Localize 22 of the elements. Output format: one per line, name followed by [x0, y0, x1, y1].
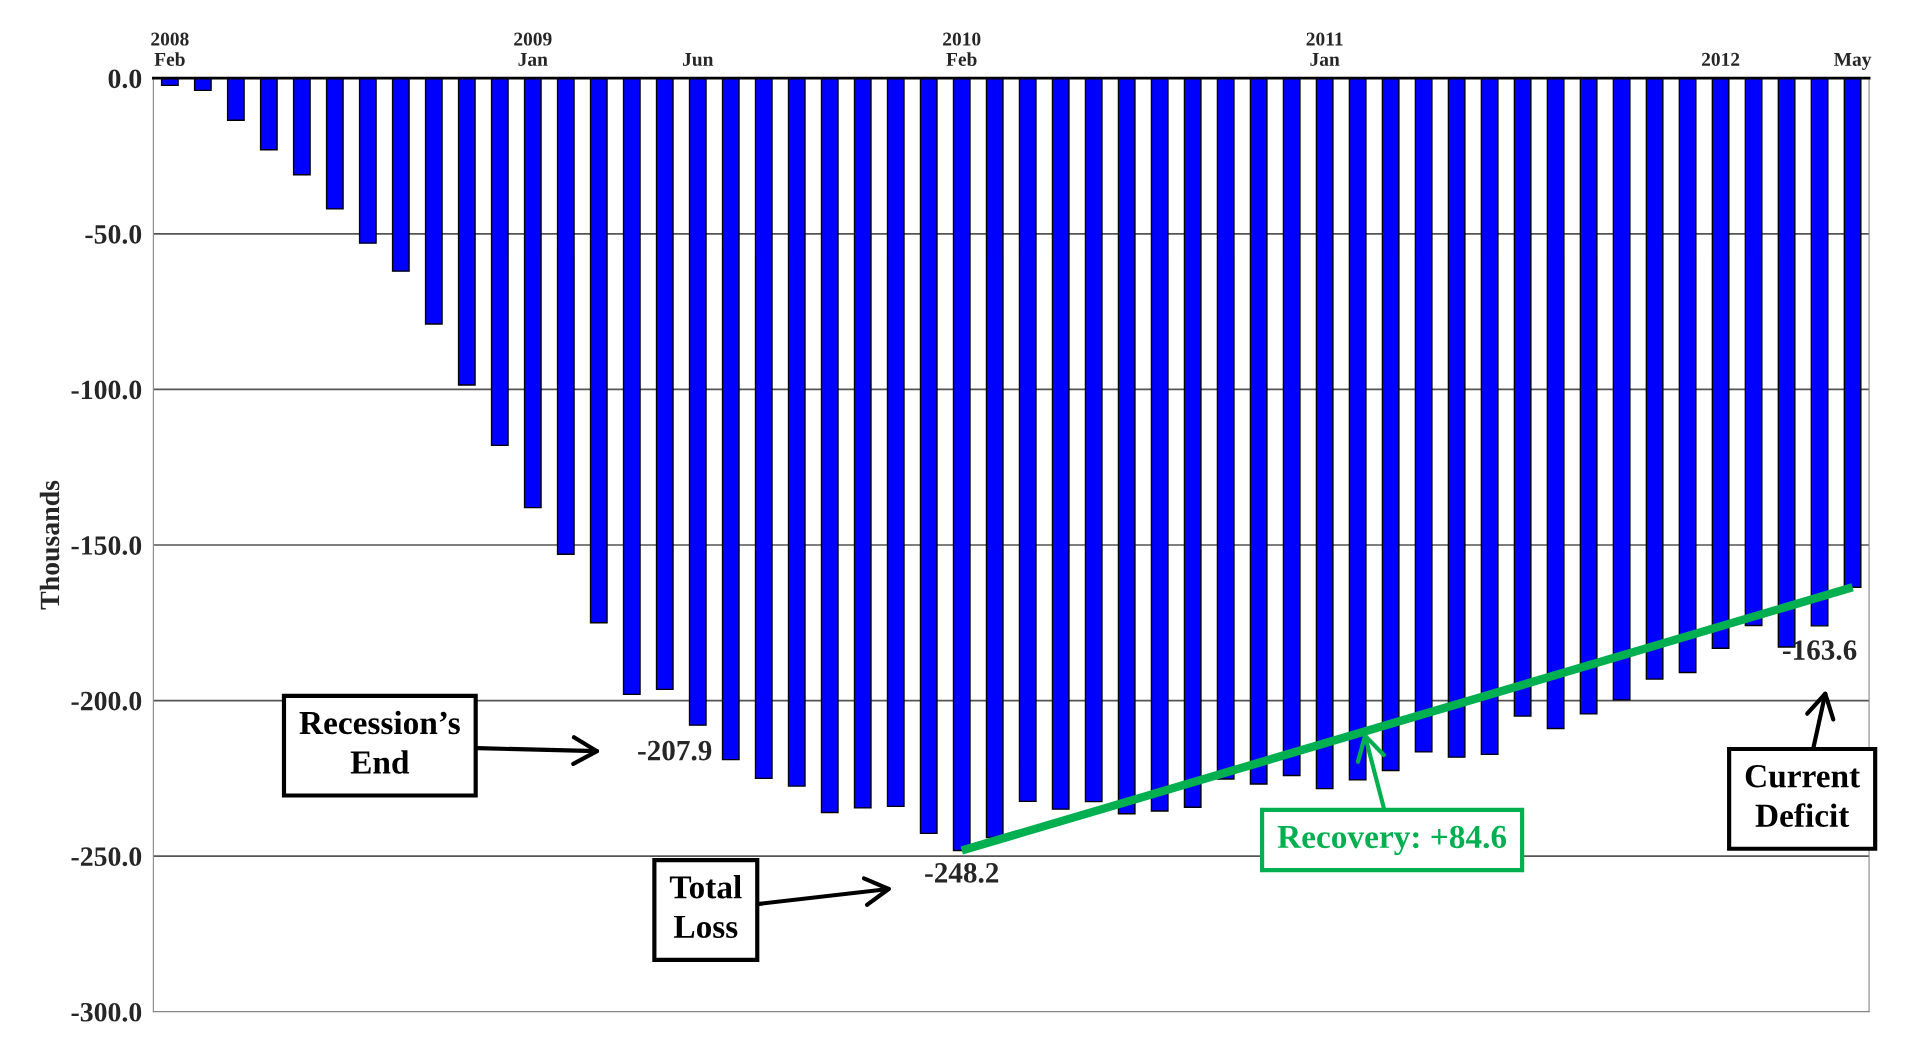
x-tick-label: 2008 Feb [151, 32, 189, 66]
y-tick-label: -150.0 [71, 536, 142, 555]
y-tick-label: 0.0 [108, 69, 142, 89]
x-tick-label: 2010 Feb [943, 32, 981, 66]
data-label: -207.9 [638, 740, 712, 761]
annotation: Current Deficit [1745, 765, 1861, 827]
y-axis-title: Thousands [39, 480, 60, 610]
x-tick-label: 2011 Jan [1306, 32, 1343, 66]
x-tick-label: Jun [682, 53, 714, 66]
data-label: -163.6 [1782, 640, 1857, 661]
annotation: Recession’s End [299, 710, 460, 774]
y-tick-label: -200.0 [71, 691, 142, 711]
annotation: Total Loss [669, 875, 742, 939]
x-tick-label: May [1834, 52, 1872, 70]
annotation: Recovery: +84.6 [1277, 825, 1507, 856]
data-label: -248.2 [925, 863, 999, 883]
y-tick-label: -50.0 [85, 224, 142, 244]
y-tick-label: -100.0 [71, 380, 142, 400]
x-tick-label: 2009 Jan [514, 32, 552, 66]
y-tick-label: -300.0 [71, 1002, 142, 1022]
y-tick-label: -250.0 [71, 847, 142, 867]
x-tick-label: 2012 [1701, 52, 1740, 66]
